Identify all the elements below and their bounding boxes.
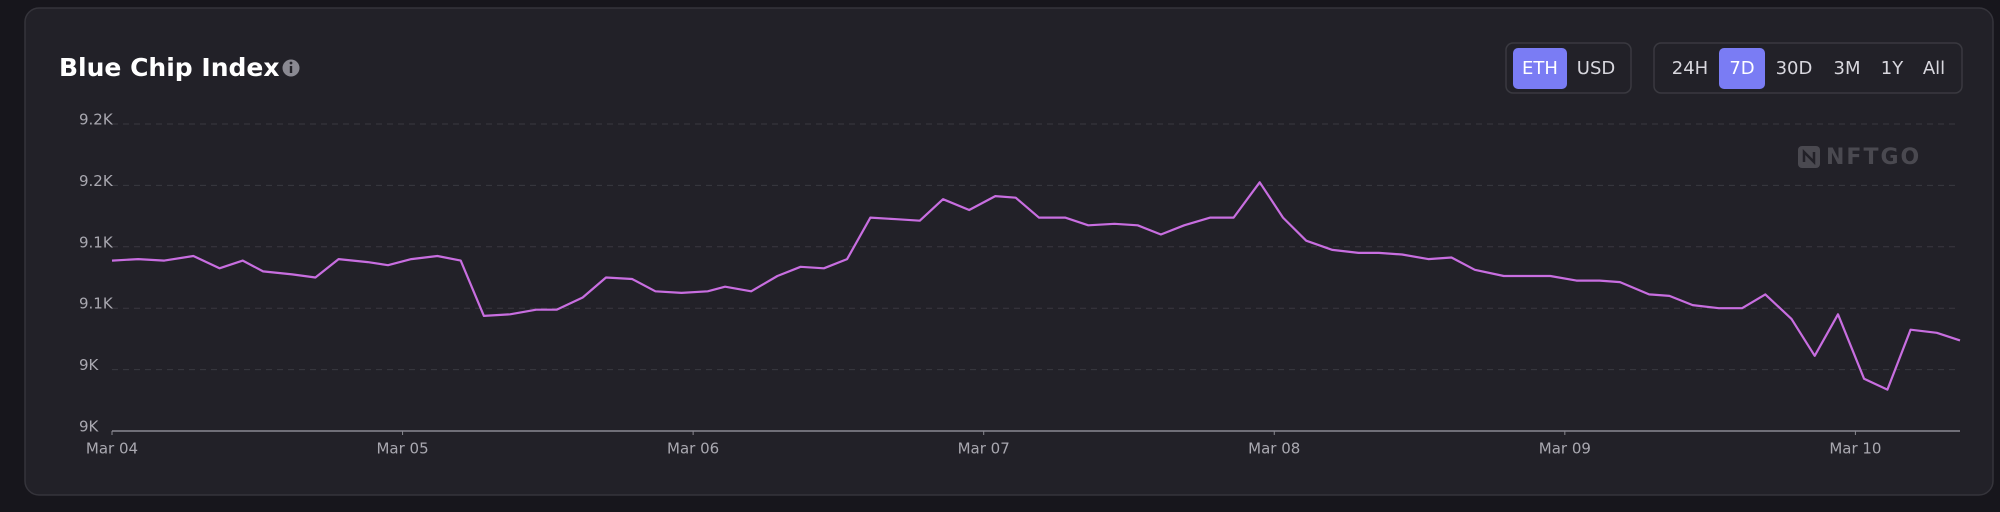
watermark-text: NFTGO (1826, 145, 1921, 170)
y-tick-label: 9K (79, 418, 100, 436)
button-bg[interactable] (1719, 48, 1765, 89)
y-tick-label: 9.1K (79, 295, 114, 313)
chart-title: Blue Chip Index (59, 53, 279, 82)
y-tick-label: 9K (79, 356, 100, 374)
x-tick-label: Mar 05 (376, 440, 428, 458)
range-group (1653, 42, 1963, 94)
y-tick-label: 9.1K (79, 233, 114, 251)
button-label[interactable]: 30D (1776, 58, 1813, 79)
card (24, 7, 1994, 496)
x-tick-label: Mar 06 (667, 440, 719, 458)
button-label[interactable]: USD (1577, 58, 1615, 79)
info-icon[interactable] (282, 59, 300, 77)
button-label[interactable]: 3M (1834, 58, 1861, 79)
button-bg[interactable] (1513, 48, 1567, 89)
x-tick-label: Mar 04 (86, 440, 138, 458)
y-tick-label: 9.2K (79, 172, 114, 190)
button-label[interactable]: 1Y (1881, 58, 1904, 79)
line (111, 181, 1961, 391)
y-tick-label: 9.2K (79, 111, 114, 129)
x-tick-label: Mar 10 (1829, 440, 1881, 458)
x-tick-label: Mar 08 (1248, 440, 1300, 458)
button-label[interactable]: ETH (1522, 58, 1558, 79)
x-tick-label: Mar 07 (958, 440, 1010, 458)
button-label[interactable]: 24H (1672, 58, 1708, 79)
button-label[interactable]: 7D (1729, 58, 1754, 79)
watermark: NFTGO (1798, 145, 1921, 170)
button-label[interactable]: All (1923, 58, 1945, 79)
x-tick-label: Mar 09 (1539, 440, 1591, 458)
currency-group (1505, 42, 1632, 94)
